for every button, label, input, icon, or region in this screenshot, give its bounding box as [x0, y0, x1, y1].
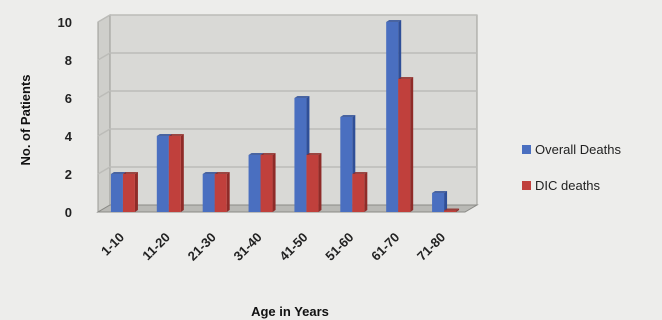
bar-top: [398, 77, 414, 79]
bar-side: [180, 134, 184, 212]
bar-top: [294, 96, 310, 98]
y-axis-title: No. of Patients: [18, 74, 33, 165]
floor: [96, 204, 479, 213]
bar-side: [410, 77, 414, 212]
bar-dic-deaths: [306, 155, 319, 212]
bar-dic-deaths: [122, 174, 135, 212]
bar-top: [260, 153, 276, 155]
bar-top: [352, 172, 368, 174]
bar-top: [110, 172, 126, 174]
bar-top: [168, 134, 184, 136]
bar-dic-deaths: [398, 79, 411, 212]
y-tick-label: 0: [65, 205, 72, 220]
x-tick-label: 21-30: [185, 230, 219, 264]
bar-top: [444, 208, 460, 211]
side-wall: [97, 14, 111, 213]
bar-overall-deaths: [156, 136, 169, 212]
bar-top: [214, 172, 230, 174]
gridline: [97, 14, 477, 23]
bar-overall-deaths: [340, 117, 353, 212]
x-axis-title: Age in Years: [251, 304, 329, 319]
bar-dic-deaths: [352, 174, 365, 212]
bar-side: [444, 191, 448, 212]
legend-label-overall-deaths: Overall Deaths: [535, 142, 621, 157]
bar-side: [272, 153, 276, 212]
y-tick-labels: 0 2 4 6 8 10: [58, 15, 73, 220]
bar-top: [202, 172, 218, 174]
y-tick-label: 6: [65, 91, 72, 106]
bar-overall-deaths: [248, 155, 261, 212]
legend-swatch-overall-deaths: [522, 145, 531, 154]
x-tick-label: 31-40: [231, 230, 265, 264]
bar-dic-deaths: [260, 155, 273, 212]
bar-side: [456, 208, 460, 212]
bar-dic-deaths: [214, 174, 227, 212]
bar-top: [386, 20, 402, 22]
y-tick-label: 10: [58, 15, 72, 30]
bar-dic-deaths: [444, 210, 457, 212]
bar-side: [226, 172, 230, 212]
bar-top: [340, 115, 356, 117]
y-tick-label: 8: [65, 53, 72, 68]
y-tick-label: 4: [65, 129, 73, 144]
legend-label-dic-deaths: DIC deaths: [535, 178, 601, 193]
bar-overall-deaths: [386, 22, 399, 212]
x-tick-label: 71-80: [414, 230, 448, 264]
bar-dic-deaths: [168, 136, 181, 212]
bar-side: [134, 172, 138, 212]
legend-swatch-dic-deaths: [522, 181, 531, 190]
legend: Overall Deaths DIC deaths: [522, 142, 621, 193]
y-tick-label: 2: [65, 167, 72, 182]
bar-side: [364, 172, 368, 212]
x-tick-labels: 1-10 11-20 21-30 31-40 41-50 51-60 61-70 71-80: [98, 230, 448, 264]
x-tick-label: 51-60: [322, 230, 356, 264]
bar-overall-deaths: [202, 174, 215, 212]
bars: [110, 20, 460, 212]
x-tick-label: 11-20: [139, 230, 173, 264]
x-tick-label: 1-10: [98, 230, 127, 259]
gridline: [97, 52, 477, 61]
x-tick-label: 61-70: [368, 230, 402, 264]
bar-side: [318, 153, 322, 212]
bar-top: [156, 134, 172, 136]
bar-overall-deaths: [294, 98, 307, 212]
bar-overall-deaths: [432, 193, 445, 212]
bar-top: [248, 153, 264, 155]
bar-top: [306, 153, 322, 155]
plot-wall: [96, 14, 479, 213]
gridline: [97, 90, 477, 99]
bar-top: [432, 191, 448, 193]
bar-overall-deaths: [110, 174, 123, 212]
bar-top: [122, 172, 138, 174]
x-tick-label: 41-50: [276, 230, 310, 264]
